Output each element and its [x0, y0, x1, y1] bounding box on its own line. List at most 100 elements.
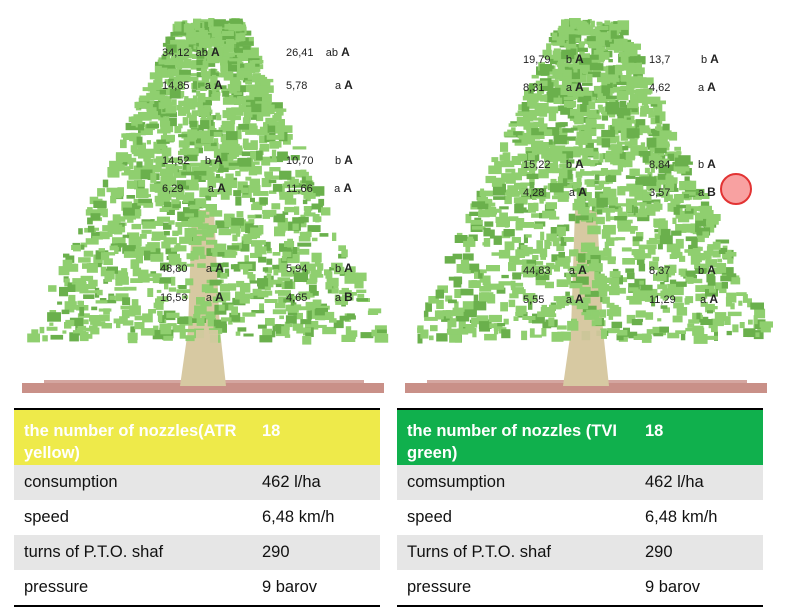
row-label: speed [407, 508, 452, 526]
leaf-block [167, 68, 180, 77]
leaf-block [532, 313, 545, 324]
leaf-block [201, 111, 207, 120]
leaf-block [200, 86, 207, 91]
leaf-block [163, 231, 170, 236]
leaf-block [721, 282, 728, 289]
leaf-block [218, 304, 225, 311]
leaf-block [245, 84, 257, 88]
leaf-block [240, 242, 250, 252]
leaf-block [204, 105, 211, 110]
leaf-block [546, 127, 560, 136]
leaf-block [227, 283, 237, 291]
value-label: 13,7 b A [649, 52, 719, 66]
leaf-block [272, 115, 282, 121]
leaf-block [754, 308, 766, 319]
row-label: pressure [14, 570, 252, 607]
leaf-block [139, 234, 147, 239]
leaf-block [341, 287, 349, 294]
leaf-block [50, 334, 64, 340]
leaf-block [485, 175, 497, 184]
leaf-block [78, 257, 91, 263]
leaf-block [196, 318, 205, 326]
leaf-block [657, 143, 670, 147]
leaf-block [417, 327, 423, 334]
leaf-block [194, 305, 207, 315]
leaf-block [279, 243, 292, 252]
leaf-block [513, 131, 523, 136]
leaf-block [521, 330, 528, 341]
leaf-block [205, 195, 212, 201]
leaf-block [471, 226, 486, 230]
row-label: pressure [397, 570, 635, 607]
leaf-block [240, 293, 254, 299]
leaf-block [646, 240, 660, 245]
leaf-block [284, 241, 295, 247]
leaf-block [249, 274, 256, 283]
leaf-block [306, 310, 320, 319]
leaf-block [446, 328, 459, 335]
leaf-block [136, 161, 143, 168]
leaf-block [605, 150, 613, 155]
leaf-block [225, 146, 234, 156]
leaf-block [146, 277, 155, 281]
leaf-block [679, 255, 686, 262]
leaf-block [584, 179, 590, 185]
leaf-block [284, 321, 290, 331]
leaf-block [244, 255, 249, 263]
leaf-block [284, 221, 292, 228]
leaf-block [573, 58, 578, 66]
leaf-block [299, 221, 307, 228]
leaf-block [497, 323, 506, 327]
leaf-block [112, 237, 126, 246]
leaf-block [556, 243, 565, 252]
leaf-block [159, 89, 166, 95]
leaf-block [138, 180, 146, 187]
leaf-block [684, 208, 694, 214]
leaf-block [161, 65, 175, 70]
leaf-block [346, 313, 355, 317]
leaf-block [186, 253, 199, 260]
leaf-block [548, 216, 560, 220]
leaf-block [245, 176, 252, 181]
leaf-block [620, 85, 626, 89]
leaf-block [229, 312, 241, 322]
leaf-block [568, 213, 576, 222]
leaf-block [449, 318, 457, 328]
leaf-block [468, 234, 478, 241]
leaf-block [580, 169, 585, 173]
table-row: speed 6,48 km/h [14, 500, 380, 535]
leaf-block [605, 70, 610, 80]
leaf-block [669, 151, 682, 155]
leaf-block [512, 289, 526, 295]
leaf-block [581, 82, 593, 86]
leaf-block [299, 231, 307, 239]
leaf-block [185, 278, 194, 286]
leaf-block [645, 312, 654, 320]
leaf-block [186, 112, 192, 118]
leaf-block [602, 91, 610, 96]
leaf-block [491, 208, 502, 213]
canopy [417, 18, 773, 344]
leaf-block [465, 242, 471, 253]
leaf-block [191, 53, 197, 59]
leaf-block [181, 171, 195, 176]
leaf-block [703, 250, 712, 257]
leaf-block [522, 95, 531, 101]
leaf-block [217, 268, 224, 278]
leaf-block [145, 103, 153, 110]
leaf-block [617, 118, 624, 122]
leaf-block [609, 271, 621, 278]
leaf-block [308, 263, 316, 271]
row-value: 462 l/ha [252, 465, 380, 500]
leaf-block [576, 263, 588, 269]
leaf-block [606, 237, 615, 246]
leaf-block [156, 216, 170, 222]
leaf-block [561, 80, 572, 91]
leaf-block [211, 115, 217, 120]
leaf-block [626, 314, 636, 324]
leaf-block [199, 235, 207, 241]
leaf-block [152, 108, 166, 118]
leaf-block [257, 85, 267, 91]
leaf-block [573, 249, 579, 254]
leaf-block [184, 328, 197, 333]
